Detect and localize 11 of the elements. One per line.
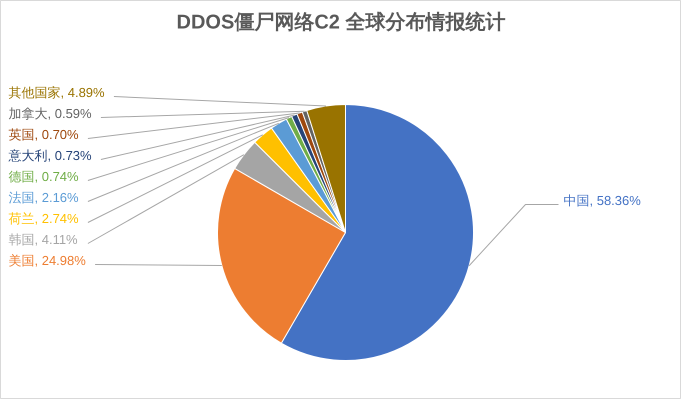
slice-label: 其他国家, 4.89% (8, 85, 106, 100)
slice-label: 荷兰, 2.74% (8, 211, 80, 226)
slice-label: 意大利, 0.73% (8, 148, 92, 163)
slice-label: 韩国, 4.11% (8, 232, 78, 247)
slice-label: 美国, 24.98% (8, 253, 86, 268)
slice-label: 英国, 0.70% (8, 127, 80, 142)
chart-title: DDOS僵尸网络C2 全球分布情报统计 (176, 10, 506, 34)
slice-label: 德国, 0.74% (8, 169, 80, 184)
slice-label: 加拿大, 0.59% (8, 106, 92, 121)
slice-label: 中国, 58.36% (564, 193, 642, 208)
slice-label: 法国, 2.16% (8, 190, 80, 205)
